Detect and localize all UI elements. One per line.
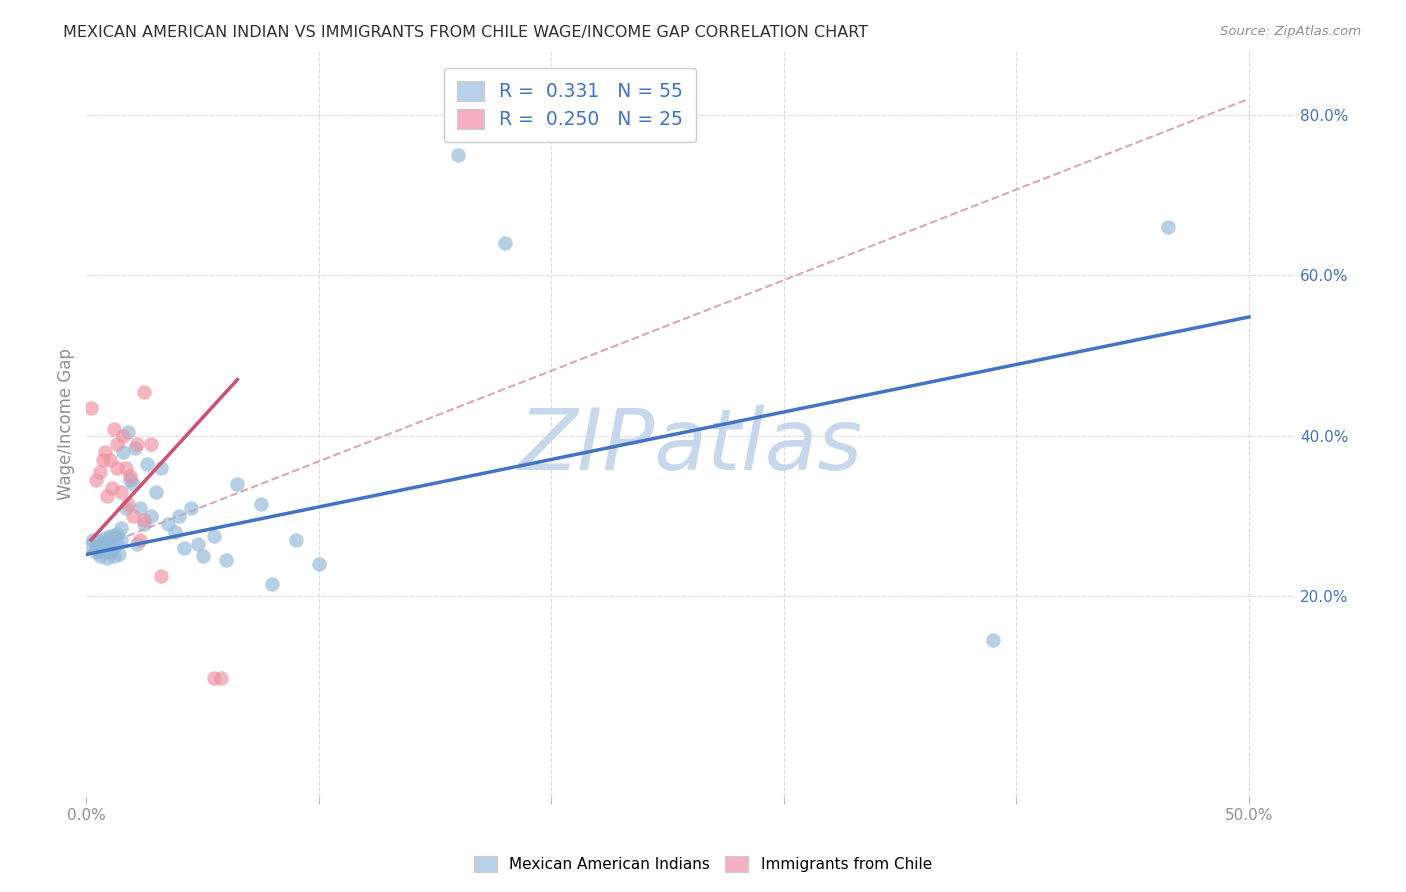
Point: [121, 476, 143, 491]
Point: [94, 444, 117, 458]
Point: [114, 460, 136, 475]
Point: [82, 533, 104, 547]
Point: [112, 428, 135, 442]
Point: [141, 436, 163, 450]
Point: [94, 532, 117, 546]
Point: [163, 524, 186, 539]
Point: [191, 549, 214, 563]
Point: [96, 489, 118, 503]
Point: [105, 436, 128, 450]
Point: [101, 537, 124, 551]
Point: [202, 671, 225, 685]
Point: [87, 542, 110, 557]
Point: [284, 533, 307, 547]
Point: [128, 500, 150, 515]
Point: [117, 425, 139, 439]
Point: [173, 541, 195, 555]
Legend: R =  0.331   N = 55, R =  0.250   N = 25: R = 0.331 N = 55, R = 0.250 N = 25: [444, 68, 696, 142]
Point: [89, 549, 111, 563]
Point: [80, 401, 103, 415]
Point: [98, 529, 121, 543]
Point: [103, 529, 125, 543]
Point: [128, 533, 150, 547]
Point: [145, 484, 167, 499]
Point: [114, 500, 136, 515]
Point: [110, 533, 132, 547]
Point: [84, 541, 107, 555]
Point: [94, 545, 117, 559]
Point: [96, 550, 118, 565]
Point: [1156, 220, 1178, 235]
Legend: Mexican American Indians, Immigrants from Chile: Mexican American Indians, Immigrants fro…: [467, 848, 939, 880]
Point: [134, 516, 156, 531]
Point: [101, 542, 124, 557]
Point: [209, 671, 232, 685]
Point: [108, 548, 131, 562]
Point: [134, 384, 156, 399]
Point: [308, 557, 330, 571]
Point: [187, 537, 209, 551]
Point: [169, 508, 191, 523]
Point: [127, 537, 149, 551]
Point: [105, 526, 128, 541]
Point: [226, 476, 249, 491]
Point: [120, 473, 142, 487]
Point: [84, 473, 107, 487]
Point: [112, 444, 135, 458]
Point: [121, 508, 143, 523]
Text: Source: ZipAtlas.com: Source: ZipAtlas.com: [1220, 25, 1361, 38]
Point: [91, 541, 114, 555]
Point: [101, 481, 124, 495]
Point: [149, 460, 172, 475]
Point: [134, 513, 156, 527]
Point: [80, 537, 103, 551]
Point: [447, 148, 470, 162]
Point: [117, 497, 139, 511]
Point: [103, 422, 125, 436]
Point: [149, 569, 172, 583]
Point: [262, 577, 284, 591]
Point: [91, 452, 114, 467]
Point: [98, 545, 121, 559]
Point: [156, 516, 179, 531]
Point: [105, 460, 128, 475]
Point: [124, 441, 146, 455]
Point: [981, 633, 1004, 648]
Point: [202, 529, 225, 543]
Point: [494, 236, 516, 251]
Point: [84, 545, 107, 559]
Point: [110, 484, 132, 499]
Point: [105, 537, 128, 551]
Point: [135, 457, 157, 471]
Point: [110, 521, 132, 535]
Point: [98, 452, 121, 467]
Point: [180, 500, 202, 515]
Point: [96, 534, 118, 549]
Point: [127, 436, 149, 450]
Text: MEXICAN AMERICAN INDIAN VS IMMIGRANTS FROM CHILE WAGE/INCOME GAP CORRELATION CHA: MEXICAN AMERICAN INDIAN VS IMMIGRANTS FR…: [63, 25, 869, 40]
Point: [87, 533, 110, 547]
Point: [103, 549, 125, 563]
Point: [89, 465, 111, 479]
Point: [91, 534, 114, 549]
Point: [249, 497, 271, 511]
Point: [215, 553, 238, 567]
Point: [120, 468, 142, 483]
Point: [141, 508, 163, 523]
Y-axis label: Wage/Income Gap: Wage/Income Gap: [58, 348, 75, 500]
Text: ZIPatlas: ZIPatlas: [519, 405, 863, 488]
